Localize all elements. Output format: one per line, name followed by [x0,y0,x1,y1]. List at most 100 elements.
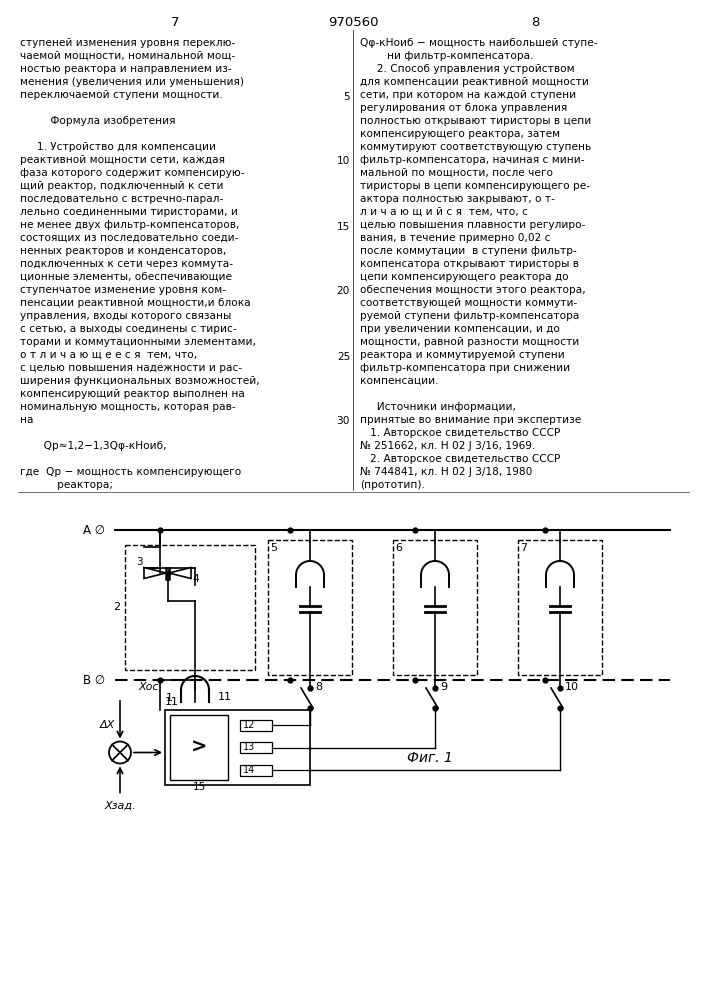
Text: 10: 10 [337,156,350,166]
Text: Qφ-кНоиб − мощность наибольшей ступе-: Qφ-кНоиб − мощность наибольшей ступе- [360,38,597,48]
Text: 3: 3 [136,557,143,567]
Text: компенсирующего реактора, затем: компенсирующего реактора, затем [360,129,560,139]
Text: Источники информации,: Источники информации, [360,402,516,412]
Text: руемой ступени фильтр-компенсатора: руемой ступени фильтр-компенсатора [360,311,579,321]
Text: компенсатора открывают тиристоры в: компенсатора открывают тиристоры в [360,259,579,269]
Bar [268,540,352,675]
Text: ширения функциональных возможностей,: ширения функциональных возможностей, [20,376,259,386]
Text: при увеличении компенсации, и до: при увеличении компенсации, и до [360,324,560,334]
Text: сети, при котором на каждой ступени: сети, при котором на каждой ступени [360,90,576,100]
Text: реактора;: реактора; [20,480,113,490]
Text: Хос: Хос [138,682,158,692]
Text: 970560: 970560 [328,15,378,28]
Text: Qр≈1,2−1,3Qφ-кНоиб,: Qр≈1,2−1,3Qφ-кНоиб, [20,441,167,451]
Text: 5: 5 [344,92,350,102]
Text: 7: 7 [520,543,527,553]
Bar [165,710,310,785]
Text: 5: 5 [270,543,277,553]
Text: В ∅: В ∅ [83,674,105,686]
Text: переключаемой ступени мощности.: переключаемой ступени мощности. [20,90,223,100]
Bar [240,742,272,753]
Text: 6: 6 [395,543,402,553]
Bar [518,540,602,675]
Text: (прототип).: (прототип). [360,480,425,490]
Text: 8: 8 [531,15,539,28]
Text: цепи компенсирующего реактора до: цепи компенсирующего реактора до [360,272,568,282]
Text: л и ч а ю щ и й с я  тем, что, с: л и ч а ю щ и й с я тем, что, с [360,207,528,217]
Text: подключенных к сети через коммута-: подключенных к сети через коммута- [20,259,233,269]
Text: 1: 1 [166,693,173,703]
Text: для компенсации реактивной мощности: для компенсации реактивной мощности [360,77,589,87]
Text: ненных реакторов и конденсаторов,: ненных реакторов и конденсаторов, [20,246,226,256]
Text: 30: 30 [337,416,350,426]
Text: обеспечения мощности этого реактора,: обеспечения мощности этого реактора, [360,285,585,295]
Text: тиристоры в цепи компенсирующего ре-: тиристоры в цепи компенсирующего ре- [360,181,590,191]
Text: Формула изобретения: Формула изобретения [20,116,175,126]
Text: чаемой мощности, номинальной мощ-: чаемой мощности, номинальной мощ- [20,51,235,61]
Text: пенсации реактивной мощности,и блока: пенсации реактивной мощности,и блока [20,298,251,308]
Text: актора полностью закрывают, о т-: актора полностью закрывают, о т- [360,194,555,204]
Text: коммутируют соответствующую ступень: коммутируют соответствующую ступень [360,142,591,152]
Text: компенсации.: компенсации. [360,376,438,386]
Text: ΔХ: ΔХ [100,720,115,730]
Text: последовательно с встречно-парал-: последовательно с встречно-парал- [20,194,223,204]
Text: 10: 10 [565,682,579,692]
Text: торами и коммутационными элементами,: торами и коммутационными элементами, [20,337,256,347]
Text: о т л и ч а ю щ е е с я  тем, что,: о т л и ч а ю щ е е с я тем, что, [20,350,197,360]
Text: целью повышения плавности регулиро-: целью повышения плавности регулиро- [360,220,585,230]
Text: мальной по мощности, после чего: мальной по мощности, после чего [360,168,553,178]
Bar [170,715,228,780]
Text: ступеней изменения уровня переклю-: ступеней изменения уровня переклю- [20,38,235,48]
Text: 15: 15 [337,222,350,232]
Text: фильтр-компенсатора, начиная с мини-: фильтр-компенсатора, начиная с мини- [360,155,585,165]
Text: фильтр-компенсатора при снижении: фильтр-компенсатора при снижении [360,363,570,373]
Text: полностью открывают тиристоры в цепи: полностью открывают тиристоры в цепи [360,116,591,126]
Text: фаза которого содержит компенсирую-: фаза которого содержит компенсирую- [20,168,245,178]
Text: компенсирующий реактор выполнен на: компенсирующий реактор выполнен на [20,389,245,399]
Text: >: > [191,738,207,757]
Text: где  Qр − мощность компенсирующего: где Qр − мощность компенсирующего [20,467,241,477]
Text: Хзад.: Хзад. [104,800,136,810]
Text: 12: 12 [243,720,255,730]
Text: 7: 7 [171,15,180,28]
Text: 14: 14 [243,765,255,775]
Bar [240,720,272,730]
Bar [125,545,255,670]
Text: менения (увеличения или уменьшения): менения (увеличения или уменьшения) [20,77,244,87]
Text: регулирования от блока управления: регулирования от блока управления [360,103,567,113]
Text: 2. Авторское свидетельство СССР: 2. Авторское свидетельство СССР [360,454,561,464]
Text: 2. Способ управления устройством: 2. Способ управления устройством [360,64,575,74]
Text: ционные элементы, обеспечивающие: ционные элементы, обеспечивающие [20,272,232,282]
Text: 9: 9 [440,682,447,692]
Text: с целью повышения надежности и рас-: с целью повышения надежности и рас- [20,363,242,373]
Text: ни фильтр-компенсатора.: ни фильтр-компенсатора. [360,51,534,61]
Text: Фиг. 1: Фиг. 1 [407,750,453,764]
Text: щий реактор, подключенный к сети: щий реактор, подключенный к сети [20,181,223,191]
Text: мощности, равной разности мощности: мощности, равной разности мощности [360,337,579,347]
Text: соответствующей мощности коммути-: соответствующей мощности коммути- [360,298,577,308]
Text: 1. Авторское свидетельство СССР: 1. Авторское свидетельство СССР [360,428,561,438]
Text: 11: 11 [165,697,179,707]
Text: состоящих из последовательно соеди-: состоящих из последовательно соеди- [20,233,238,243]
Text: 25: 25 [337,352,350,361]
Bar [240,764,272,776]
Text: 2: 2 [113,602,120,612]
Text: 15: 15 [192,782,206,792]
Text: не менее двух фильтр-компенсаторов,: не менее двух фильтр-компенсаторов, [20,220,240,230]
Text: 1. Устройство для компенсации: 1. Устройство для компенсации [20,142,216,152]
Text: 4: 4 [192,574,199,584]
Text: реактора и коммутируемой ступени: реактора и коммутируемой ступени [360,350,565,360]
Text: 13: 13 [243,742,255,752]
Text: вания, в течение примерно 0,02 с: вания, в течение примерно 0,02 с [360,233,551,243]
Text: после коммутации  в ступени фильтр-: после коммутации в ступени фильтр- [360,246,577,256]
Text: 20: 20 [337,286,350,296]
Text: ступенчатое изменение уровня ком-: ступенчатое изменение уровня ком- [20,285,226,295]
Text: лельно соединенными тиристорами, и: лельно соединенными тиристорами, и [20,207,238,217]
Text: А ∅: А ∅ [83,524,105,536]
Text: 8: 8 [315,682,322,692]
Text: № 744841, кл. Н 02 J 3/18, 1980: № 744841, кл. Н 02 J 3/18, 1980 [360,467,532,477]
Text: с сетью, а выходы соединены с тирис-: с сетью, а выходы соединены с тирис- [20,324,237,334]
Text: ностью реактора и направлением из-: ностью реактора и направлением из- [20,64,232,74]
Bar [393,540,477,675]
Text: принятые во внимание при экспертизе: принятые во внимание при экспертизе [360,415,581,425]
